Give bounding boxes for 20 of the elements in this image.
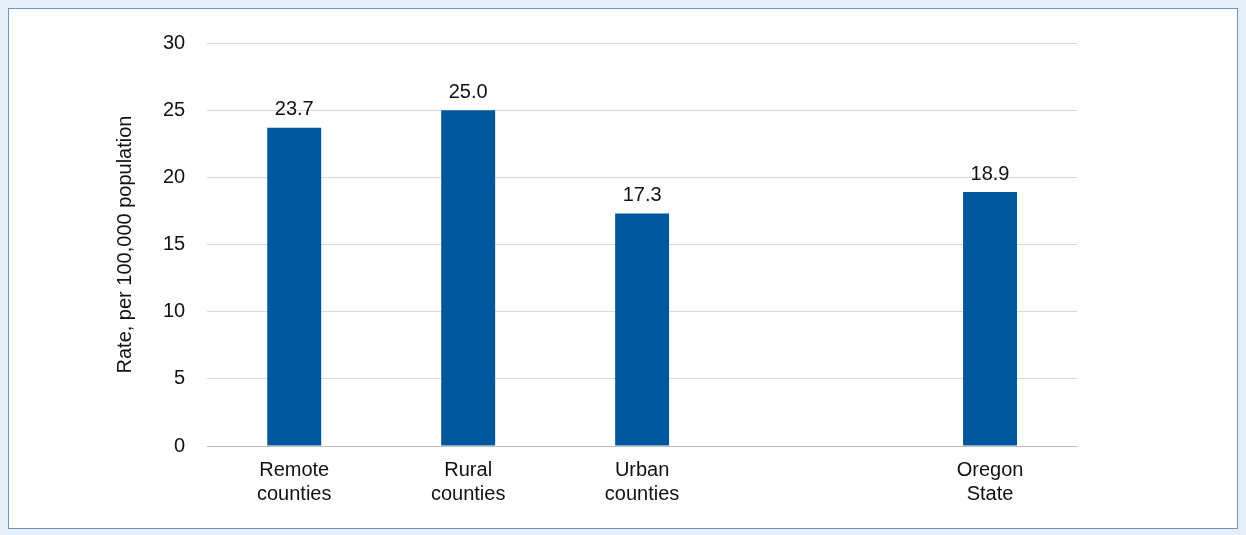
x-tick-label: Oregon State bbox=[956, 457, 1024, 504]
data-label: 18.9 bbox=[970, 161, 1010, 184]
bar bbox=[615, 213, 670, 446]
x-tick-label: Remote counties bbox=[256, 457, 332, 504]
data-label: 23.7 bbox=[274, 97, 314, 120]
bar bbox=[963, 192, 1017, 446]
y-tick-label: 30 bbox=[163, 30, 186, 53]
y-tick-label: 25 bbox=[163, 97, 186, 120]
y-tick-label: 5 bbox=[174, 366, 186, 389]
y-tick-label: 15 bbox=[163, 232, 186, 255]
y-tick-label: 0 bbox=[174, 433, 186, 456]
data-label: 25.0 bbox=[448, 79, 488, 102]
x-tick-label: Urban counties bbox=[604, 457, 680, 504]
bar bbox=[267, 127, 322, 446]
data-label: 17.3 bbox=[622, 183, 662, 206]
y-axis-title: Rate, per 100,000 population bbox=[112, 115, 135, 374]
y-tick-label: 10 bbox=[163, 299, 186, 322]
bar bbox=[441, 110, 496, 446]
x-tick-label: Rural counties bbox=[430, 457, 506, 504]
y-tick-label: 20 bbox=[163, 164, 186, 187]
